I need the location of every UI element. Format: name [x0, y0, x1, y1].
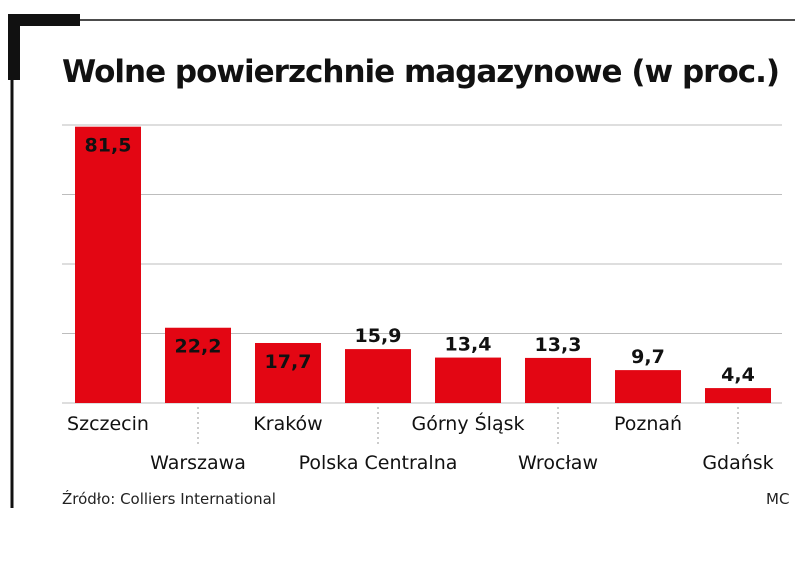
bar-3 [345, 349, 411, 403]
author-credit: MC [766, 490, 790, 508]
value-label-2: 17,7 [265, 351, 312, 373]
category-label-4: Górny Śląsk [411, 411, 524, 435]
bar-4 [435, 357, 501, 403]
bar-2 [255, 342, 321, 403]
chart-title: Wolne powierzchnie magazynowe (w proc.) [62, 54, 780, 90]
value-label-6: 9,7 [631, 346, 665, 368]
category-label-6: Poznań [614, 413, 682, 435]
category-label-2: Kraków [253, 413, 322, 435]
category-label-5: Wrocław [518, 452, 598, 474]
frame-top-bar [8, 14, 80, 26]
bar-0 [75, 126, 141, 403]
bars [75, 126, 771, 403]
bar-5 [525, 357, 591, 403]
category-label-3: Polska Centralna [299, 452, 458, 474]
value-label-3: 15,9 [355, 325, 402, 347]
bar-1 [165, 327, 231, 403]
value-label-4: 13,4 [445, 334, 492, 356]
category-label-1: Warszawa [150, 452, 246, 474]
category-label-7: Gdańsk [702, 452, 773, 474]
value-label-0: 81,5 [85, 135, 132, 157]
value-label-5: 13,3 [535, 334, 582, 356]
labels: 81,5 Szczecin 22,2 Warszawa 17,7 Kraków 15,9 Po… [67, 135, 774, 474]
bar-6 [615, 370, 681, 403]
source-note: Źródło: Colliers International [62, 490, 276, 508]
value-label-7: 4,4 [721, 364, 755, 386]
value-label-1: 22,2 [175, 336, 222, 358]
bar-7 [705, 388, 771, 403]
frame-left-bar [8, 14, 20, 80]
category-label-0: Szczecin [67, 413, 149, 435]
